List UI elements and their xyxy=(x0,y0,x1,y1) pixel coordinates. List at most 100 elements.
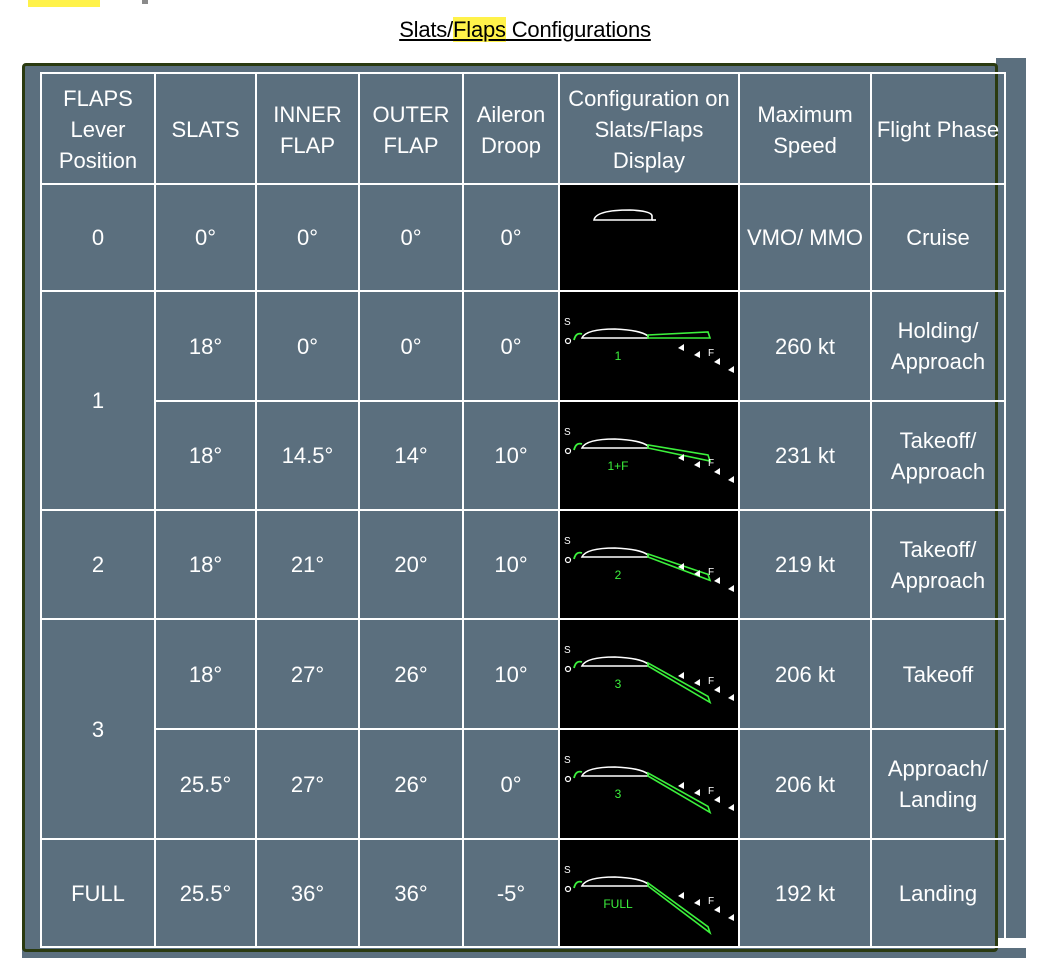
flap-position-marker-icon xyxy=(678,454,684,461)
slat-marker-dot-icon xyxy=(564,556,572,564)
table-row: 18° 14.5° 14° 10° S F 1+F 231 kt Takeoff/Approac… xyxy=(41,400,1006,511)
cell-lever-position: 2 xyxy=(40,509,156,620)
slat-marker-dot-icon xyxy=(564,447,572,455)
slat-label: S xyxy=(564,755,571,766)
cell-display-image: S F 3 xyxy=(558,618,740,730)
slats-flaps-display-icon: S F 2 xyxy=(564,536,734,592)
flight-phase-line-2: Approach xyxy=(890,458,986,484)
slat-label: S xyxy=(564,427,571,438)
cell-display-image: S F FULL xyxy=(558,838,740,948)
wing-profile-icon xyxy=(580,766,649,777)
slat-marker-dot-icon xyxy=(564,775,572,783)
cell-lever-position: FULL xyxy=(40,838,156,948)
wing-profile-icon xyxy=(593,209,653,221)
slat-label: S xyxy=(564,865,571,876)
highlight-mark xyxy=(28,0,100,7)
cell-slats: 25.5° xyxy=(154,728,257,840)
cell-outer-flap: 26° xyxy=(358,728,464,840)
cell-maximum-speed: 192 kt xyxy=(738,838,872,948)
cell-aileron-droop: 10° xyxy=(462,400,560,511)
table-row: 2 18° 21° 20° 10° S F 2 219 kt Takeoff/Approach xyxy=(40,509,1006,620)
cell-inner-flap: 14.5° xyxy=(255,400,360,511)
slats-flaps-display-icon xyxy=(593,209,656,221)
configuration-label: 2 xyxy=(615,568,622,582)
flap-position-marker-icon xyxy=(694,789,700,796)
title-part-flaps-highlighted: Flaps xyxy=(453,17,506,42)
slats-flaps-display-icon: S F 3 xyxy=(564,645,734,705)
cell-inner-flap: 27° xyxy=(255,728,360,840)
header-aileron-droop: Aileron Droop xyxy=(462,72,560,185)
cell-flight-phase: Cruise xyxy=(870,183,1006,292)
table-body: 0 0° 0° 0° 0° VMO/ MMO Cruise 1 18° 0° 0° 0° S F 1 260 … xyxy=(40,183,1006,948)
cell-maximum-speed: 231 kt xyxy=(738,400,872,511)
cell-inner-flap: 0° xyxy=(255,183,360,292)
slats-flaps-table: FLAPS Lever Position SLATS INNER FLAP OU… xyxy=(40,72,1006,948)
flap-position-marker-icon xyxy=(678,782,684,789)
wing-profile-icon xyxy=(580,328,649,339)
cell-display-image: S F 3 xyxy=(558,728,740,840)
slat-extended-icon xyxy=(573,880,583,889)
header-row: FLAPS Lever Position SLATS INNER FLAP OU… xyxy=(40,72,1006,185)
cell-slats: 18° xyxy=(154,400,257,511)
flight-phase-line-1: Cruise xyxy=(906,225,970,250)
cell-slats: 18° xyxy=(154,509,257,620)
slat-marker-dot-icon xyxy=(564,665,572,673)
cell-flight-phase: Takeoff/Approach xyxy=(870,509,1006,620)
flap-position-marker-icon xyxy=(728,804,734,811)
flap-position-marker-icon xyxy=(694,899,700,906)
cell-display-image: S F 1 xyxy=(558,290,740,402)
cell-inner-flap: 21° xyxy=(255,509,360,620)
flap-position-marker-icon xyxy=(678,344,684,351)
flap-position-marker-icon xyxy=(694,570,700,577)
cell-aileron-droop: 0° xyxy=(462,183,560,292)
slat-extended-icon xyxy=(573,660,583,669)
cell-flight-phase: Landing xyxy=(870,838,1006,948)
slats-flaps-display-icon: S F 3 xyxy=(564,755,734,815)
slat-extended-icon xyxy=(573,442,583,451)
cell-slats: 25.5° xyxy=(154,838,257,948)
flight-phase-line-1: Takeoff/ xyxy=(899,536,977,562)
slat-marker-dot-icon xyxy=(564,885,572,893)
configuration-label: 1 xyxy=(615,349,622,363)
cell-aileron-droop: 10° xyxy=(462,509,560,620)
header-outer-flap: OUTER FLAP xyxy=(358,72,464,185)
flight-phase-line-1: Takeoff/ xyxy=(899,427,977,453)
header-slats: SLATS xyxy=(154,72,257,185)
cell-inner-flap: 36° xyxy=(255,838,360,948)
cell-maximum-speed: VMO/ MMO xyxy=(738,183,872,292)
cell-lever-position: 3 xyxy=(40,618,156,840)
cell-outer-flap: 0° xyxy=(358,183,464,292)
cell-aileron-droop: 0° xyxy=(462,290,560,402)
slats-flaps-display-icon: S F 1 xyxy=(564,317,734,373)
header-display-configuration: Configuration on Slats/Flaps Display xyxy=(558,72,740,185)
wing-profile-icon xyxy=(580,876,649,887)
flap-extended-icon xyxy=(647,771,712,815)
configuration-label: 3 xyxy=(615,677,622,691)
configuration-label: 1+F xyxy=(607,459,628,473)
flap-position-marker-icon xyxy=(728,694,734,701)
flap-position-marker-icon xyxy=(714,468,720,475)
cell-lever-position: 0 xyxy=(40,183,156,292)
cell-display-image xyxy=(558,183,740,292)
slat-extended-icon xyxy=(573,770,583,779)
cell-flight-phase: Takeoff xyxy=(870,618,1006,730)
flap-extended-icon xyxy=(647,444,712,463)
flap-position-marker-icon xyxy=(678,892,684,899)
flap-label: F xyxy=(708,896,714,907)
flap-label: F xyxy=(708,348,714,359)
slats-flaps-display-icon: S F 1+F xyxy=(564,427,734,483)
flap-label: F xyxy=(708,567,714,578)
flap-position-marker-icon xyxy=(728,585,734,592)
flap-position-marker-icon xyxy=(728,476,734,483)
cell-inner-flap: 0° xyxy=(255,290,360,402)
cell-outer-flap: 14° xyxy=(358,400,464,511)
flap-extended-icon xyxy=(647,552,712,582)
flap-extended-icon xyxy=(647,661,712,705)
flap-label: F xyxy=(708,786,714,797)
slat-label: S xyxy=(564,317,571,328)
wing-profile-icon xyxy=(580,438,649,449)
cell-outer-flap: 26° xyxy=(358,618,464,730)
text-fragment-mark xyxy=(142,0,148,4)
cell-aileron-droop: 0° xyxy=(462,728,560,840)
wing-profile-icon xyxy=(580,547,649,558)
